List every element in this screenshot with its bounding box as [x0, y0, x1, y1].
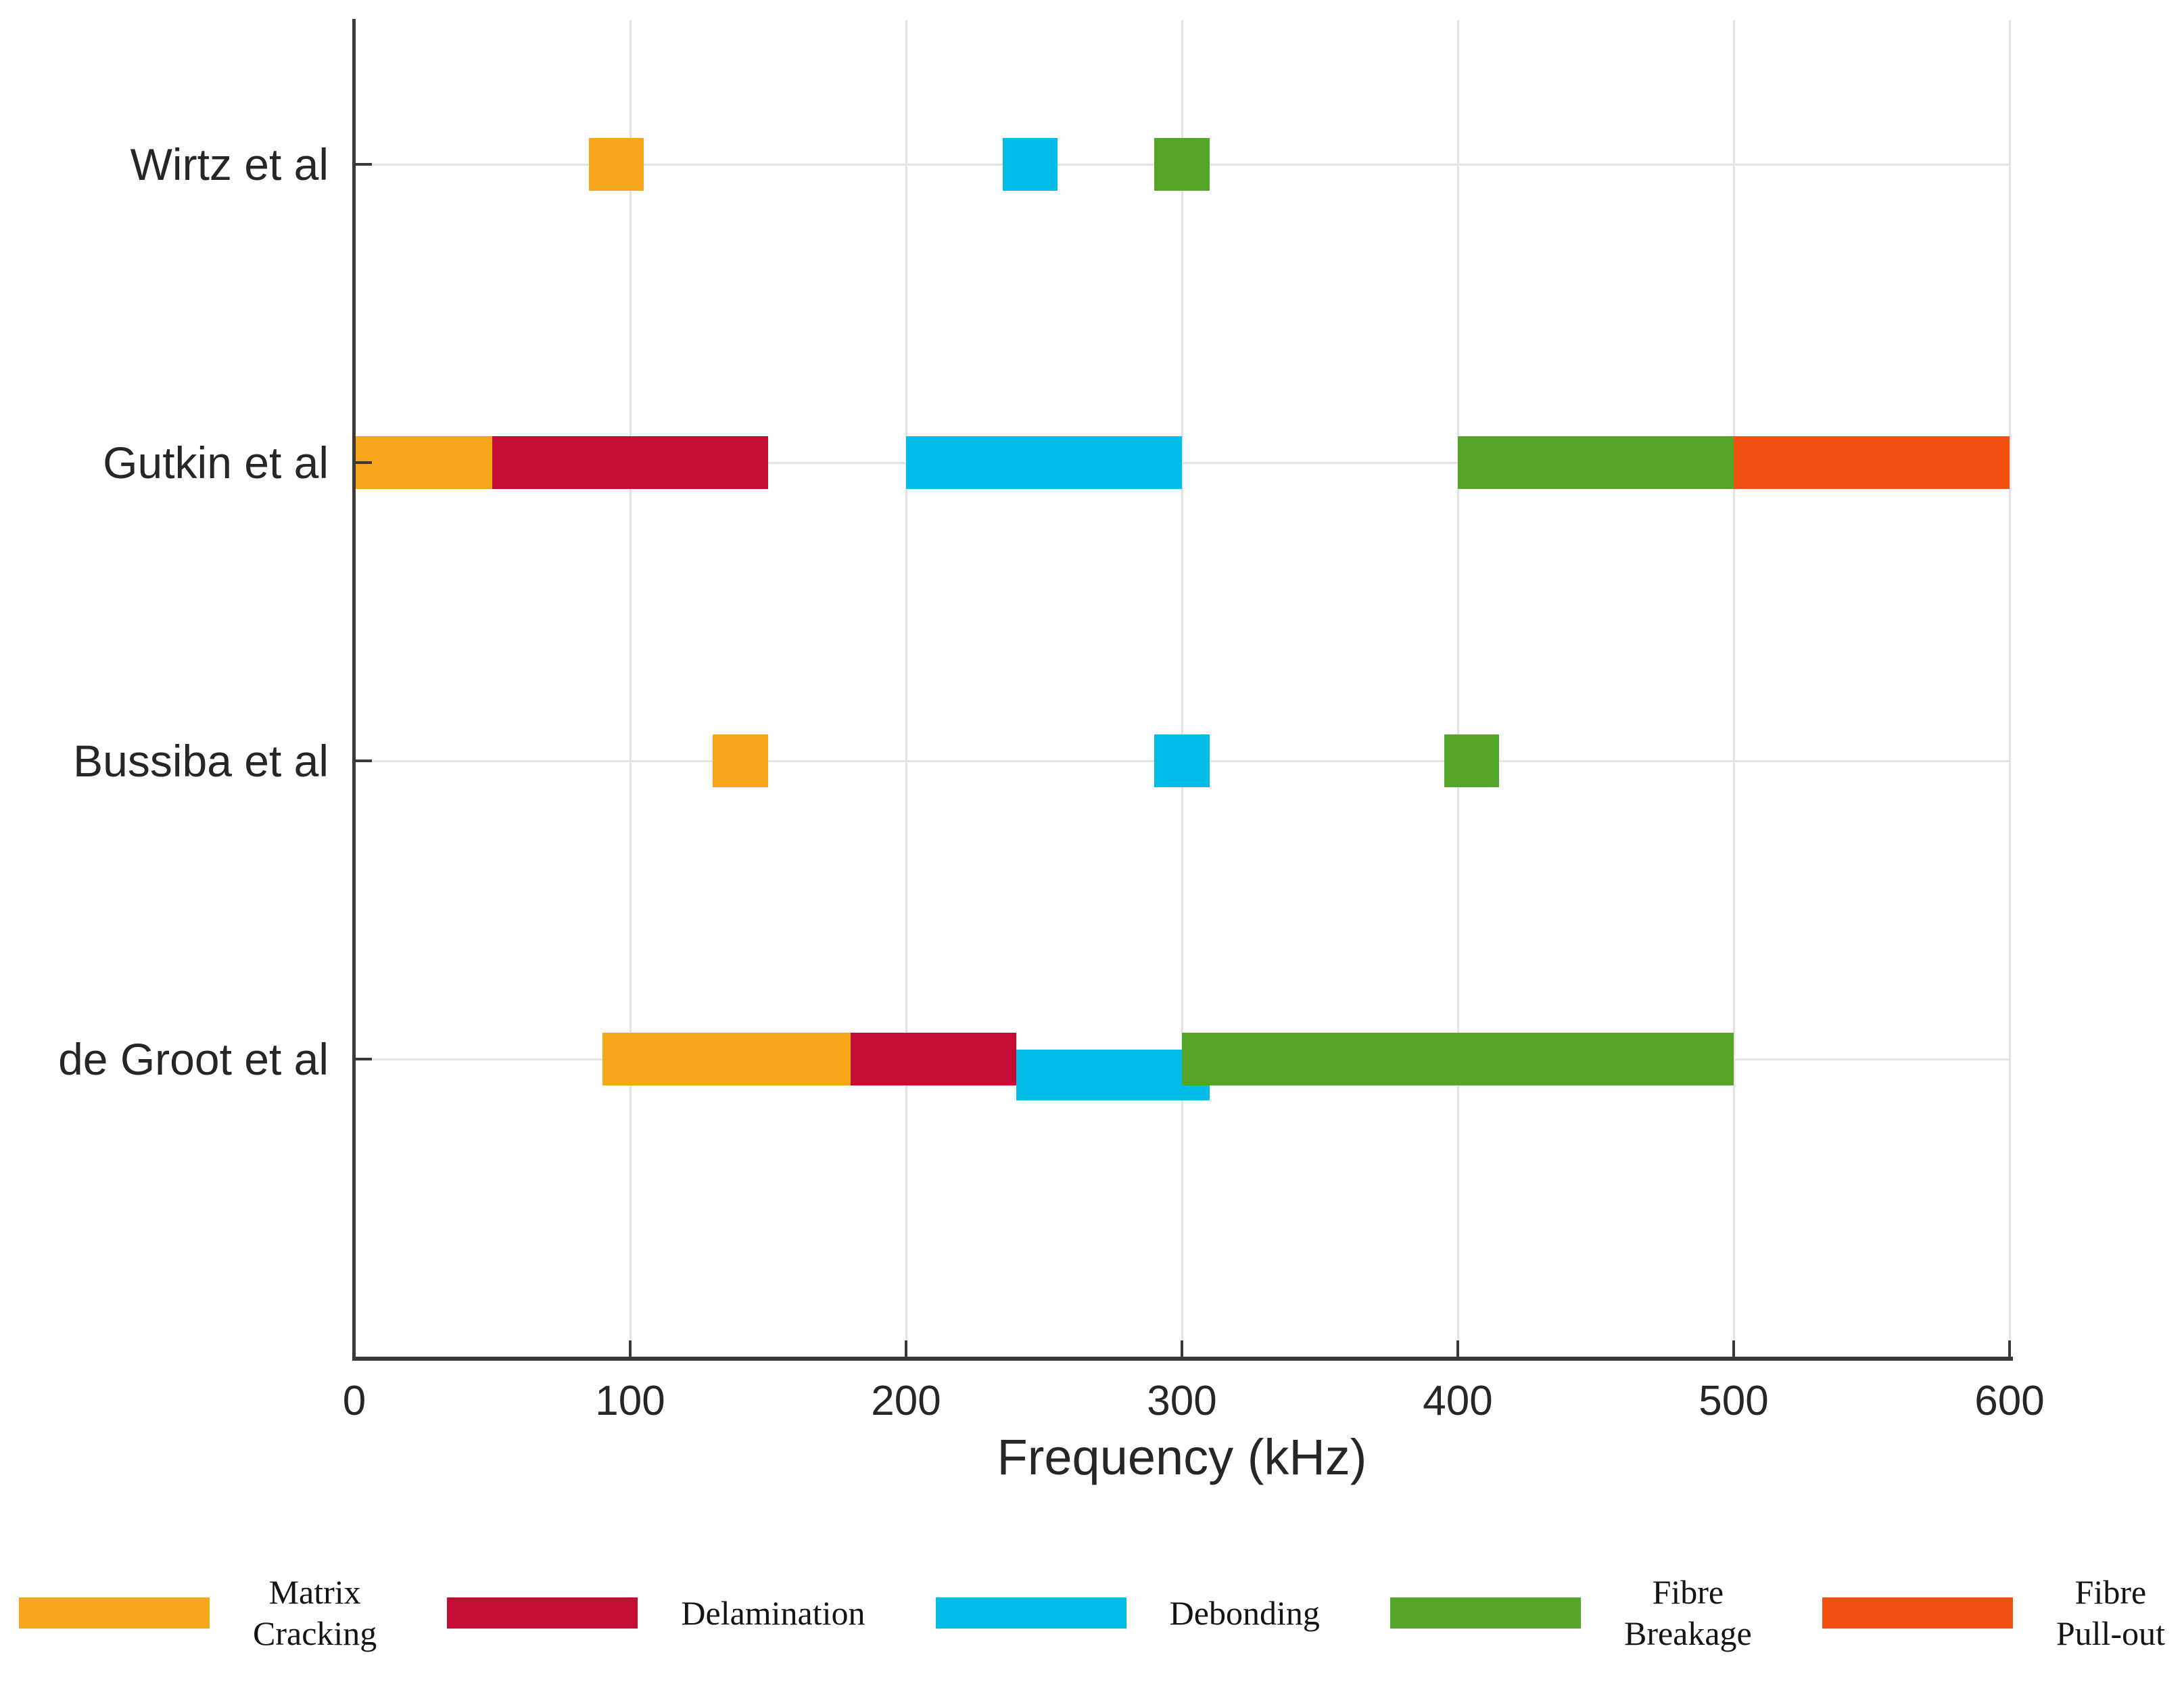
y-category-label-de-groot-et-al: de Groot et al	[58, 1034, 329, 1084]
x-tick-600	[2008, 1340, 2011, 1358]
gridline-y-gutkin-et-al	[354, 462, 2010, 464]
bar-fibre-breakage-de-groot-et-al	[1182, 1033, 1734, 1085]
legend-swatch-fibre-breakage	[1390, 1597, 1581, 1629]
x-axis-spine	[352, 1357, 2013, 1361]
bar-fibre-breakage-wirtz-et-al	[1154, 138, 1210, 191]
bar-fibre-breakage-bussiba-et-al	[1444, 734, 1500, 787]
x-tick-label-400: 400	[1423, 1378, 1493, 1424]
bar-matrix-cracking-de-groot-et-al	[602, 1033, 851, 1085]
legend-label-delamination: Delamination	[681, 1593, 865, 1632]
x-tick-label-500: 500	[1699, 1378, 1769, 1424]
bar-matrix-cracking-wirtz-et-al	[588, 138, 644, 191]
y-tick-de-groot-et-al	[354, 1058, 372, 1060]
legend-label-fibre-breakage: Fibre Breakage	[1623, 1573, 1752, 1652]
x-tick-label-100: 100	[595, 1378, 665, 1424]
gridline-x-200	[905, 20, 907, 1358]
x-tick-200	[905, 1340, 907, 1358]
x-tick-100	[629, 1340, 632, 1358]
legend-item-fibre-pull-out: Fibre Pull-out	[1822, 1572, 2165, 1654]
y-category-label-wirtz-et-al: Wirtz et al	[130, 139, 329, 189]
x-tick-300	[1181, 1340, 1183, 1358]
y-tick-gutkin-et-al	[354, 461, 372, 464]
gridline-x-300	[1181, 20, 1183, 1358]
gridline-x-600	[2009, 20, 2011, 1358]
legend-swatch-debonding	[935, 1597, 1126, 1629]
legend-item-delamination: Delamination	[447, 1593, 865, 1634]
bar-matrix-cracking-bussiba-et-al	[713, 734, 768, 787]
legend-item-fibre-breakage: Fibre Breakage	[1390, 1572, 1752, 1654]
bar-debonding-wirtz-et-al	[1002, 138, 1058, 191]
y-axis-spine	[352, 19, 356, 1361]
legend: Matrix Cracking Delamination Debonding Fibre…	[0, 1552, 2184, 1674]
legend-label-matrix-cracking: Matrix Cracking	[253, 1573, 377, 1652]
gridline-x-400	[1457, 20, 1459, 1358]
bar-delamination-de-groot-et-al	[851, 1033, 1017, 1085]
bar-delamination-gutkin-et-al	[492, 436, 768, 489]
y-category-label-gutkin-et-al: Gutkin et al	[103, 438, 329, 488]
y-category-label-bussiba-et-al: Bussiba et al	[73, 736, 329, 786]
legend-item-debonding: Debonding	[935, 1593, 1320, 1634]
legend-swatch-fibre-pull-out	[1822, 1597, 2013, 1629]
bar-debonding-de-groot-et-al	[1016, 1050, 1210, 1100]
legend-swatch-matrix-cracking	[19, 1597, 210, 1629]
x-tick-500	[1732, 1340, 1735, 1358]
plot-area	[353, 20, 2011, 1358]
legend-item-matrix-cracking: Matrix Cracking	[19, 1572, 377, 1654]
x-tick-label-600: 600	[1974, 1378, 2045, 1424]
gridline-x-100	[630, 20, 632, 1358]
gridline-x-500	[1733, 20, 1735, 1358]
legend-swatch-delamination	[447, 1597, 638, 1629]
x-tick-400	[1456, 1340, 1459, 1358]
x-tick-label-300: 300	[1147, 1378, 1217, 1424]
bar-debonding-bussiba-et-al	[1154, 734, 1210, 787]
y-tick-wirtz-et-al	[354, 163, 372, 166]
bar-debonding-gutkin-et-al	[906, 436, 1182, 489]
bar-matrix-cracking-gutkin-et-al	[354, 436, 492, 489]
x-tick-label-200: 200	[871, 1378, 941, 1424]
x-axis-title: Frequency (kHz)	[997, 1429, 1367, 1485]
y-tick-bussiba-et-al	[354, 759, 372, 762]
x-tick-label-0: 0	[342, 1378, 366, 1424]
legend-label-fibre-pull-out: Fibre Pull-out	[2056, 1573, 2165, 1652]
legend-label-debonding: Debonding	[1169, 1593, 1320, 1632]
bar-fibre-breakage-gutkin-et-al	[1458, 436, 1734, 489]
bar-fibre-pull-out-gutkin-et-al	[1734, 436, 2010, 489]
